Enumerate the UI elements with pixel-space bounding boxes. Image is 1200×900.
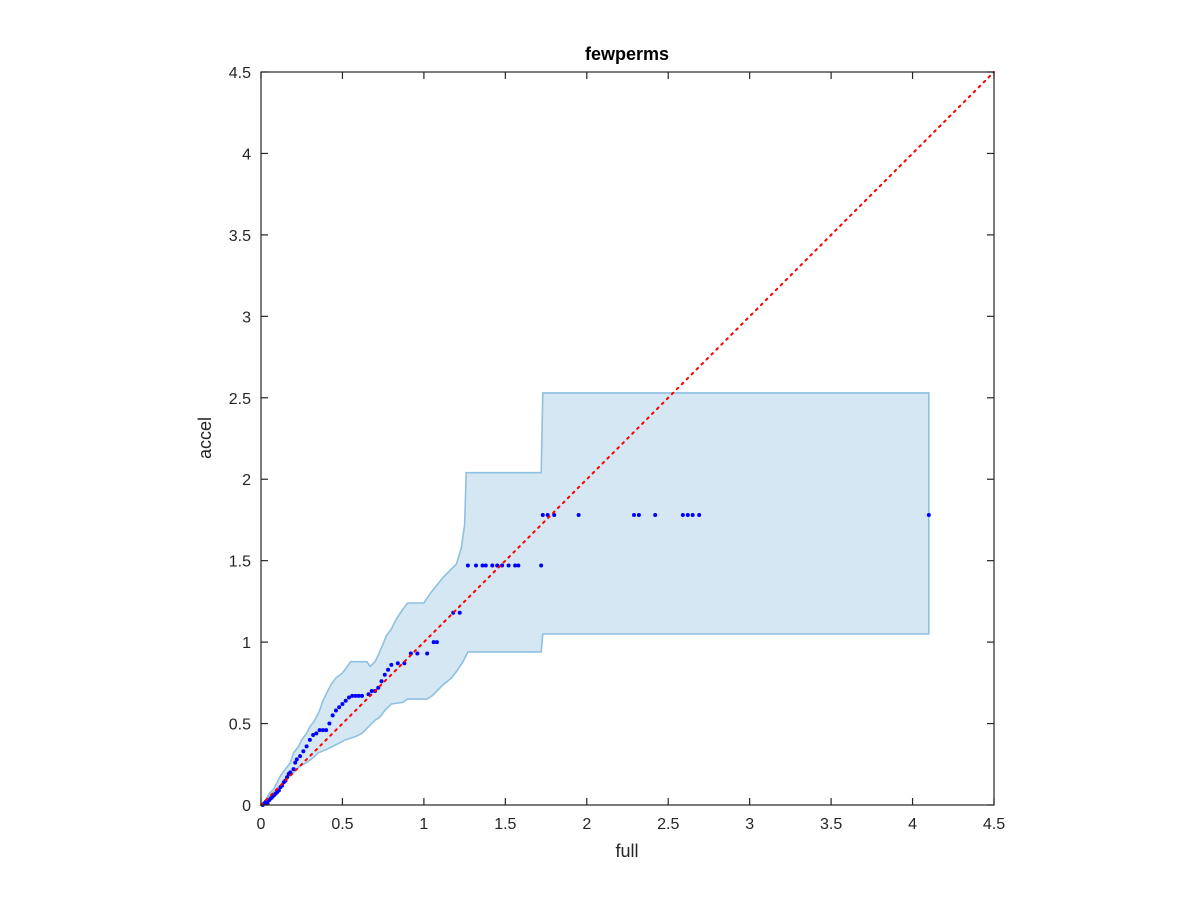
data-point — [552, 513, 557, 518]
x-tick-label: 0.5 — [331, 816, 353, 833]
data-point — [480, 563, 485, 568]
data-point — [632, 513, 637, 518]
x-tick-label: 3.5 — [820, 816, 842, 833]
data-point — [291, 767, 296, 772]
data-point — [483, 563, 488, 568]
data-point — [301, 749, 306, 754]
y-tick-label: 0 — [242, 798, 251, 815]
data-point — [465, 563, 470, 568]
y-tick-label: 1 — [242, 635, 251, 652]
data-point — [506, 563, 511, 568]
x-tick-label: 0 — [257, 816, 266, 833]
data-point — [369, 688, 374, 693]
data-point — [457, 610, 462, 615]
data-point — [285, 775, 290, 780]
data-point — [576, 513, 581, 518]
x-axis-label: full — [615, 841, 638, 861]
axes-box — [260, 71, 995, 806]
data-point — [431, 640, 436, 645]
data-point — [415, 651, 420, 656]
data-point — [353, 693, 358, 698]
data-point — [314, 731, 319, 736]
data-point — [540, 513, 545, 518]
y-axis-label: accel — [195, 417, 215, 459]
data-point — [474, 563, 479, 568]
data-point — [490, 563, 495, 568]
confidence-band — [259, 392, 930, 806]
data-point — [307, 737, 312, 742]
data-point — [690, 513, 695, 518]
data-point — [516, 563, 521, 568]
y-tick-label: 4 — [242, 146, 251, 163]
data-point — [317, 728, 322, 733]
data-point — [327, 721, 332, 726]
data-point — [330, 713, 335, 718]
y-tick-label: 3 — [242, 309, 251, 326]
data-point — [408, 651, 413, 656]
data-point — [311, 732, 316, 737]
x-axis: 0 0.5 1 1.5 2 2.5 3 3.5 4 4.5 — [257, 72, 1005, 833]
data-point — [350, 693, 355, 698]
data-point — [697, 513, 702, 518]
data-point — [513, 563, 518, 568]
data-point — [395, 661, 400, 666]
data-point — [294, 757, 299, 762]
data-point — [402, 661, 407, 666]
data-point — [298, 754, 303, 759]
data-point — [685, 513, 690, 518]
data-point — [379, 679, 384, 684]
data-point — [500, 563, 505, 568]
data-point — [337, 705, 342, 710]
y-tick-label: 4.5 — [229, 65, 251, 82]
data-point — [340, 702, 345, 707]
data-point — [265, 801, 270, 806]
data-point — [333, 708, 338, 713]
data-point — [680, 513, 685, 518]
y-tick-label: 3.5 — [229, 228, 251, 245]
x-tick-label: 3 — [745, 816, 754, 833]
y-axis: 0 0.5 1 1.5 2 2.5 3 3.5 4 4.5 — [229, 65, 994, 815]
data-point — [356, 693, 361, 698]
y-tick-label: 2.5 — [229, 391, 251, 408]
data-point — [346, 695, 351, 700]
data-point — [434, 640, 439, 645]
x-tick-label: 4.5 — [983, 816, 1005, 833]
data-point — [382, 672, 387, 677]
y-tick-label: 1.5 — [229, 554, 251, 571]
data-point — [304, 744, 309, 749]
data-point — [324, 728, 329, 733]
x-tick-label: 2.5 — [657, 816, 679, 833]
x-tick-label: 4 — [908, 816, 917, 833]
y-tick-label: 2 — [242, 472, 251, 489]
data-point — [425, 651, 430, 656]
x-tick-label: 1 — [419, 816, 428, 833]
data-point — [926, 513, 931, 518]
data-point — [539, 563, 544, 568]
data-point — [320, 728, 325, 733]
data-point — [343, 698, 348, 703]
identity-line — [260, 71, 995, 806]
y-tick-label: 0.5 — [229, 717, 251, 734]
x-tick-label: 2 — [582, 816, 591, 833]
data-point — [653, 513, 658, 518]
data-point — [359, 693, 364, 698]
data-point — [293, 760, 298, 765]
x-tick-label: 1.5 — [494, 816, 516, 833]
chart-title: fewperms — [585, 44, 669, 64]
data-point — [636, 513, 641, 518]
data-point — [386, 667, 391, 672]
data-point — [389, 662, 394, 667]
